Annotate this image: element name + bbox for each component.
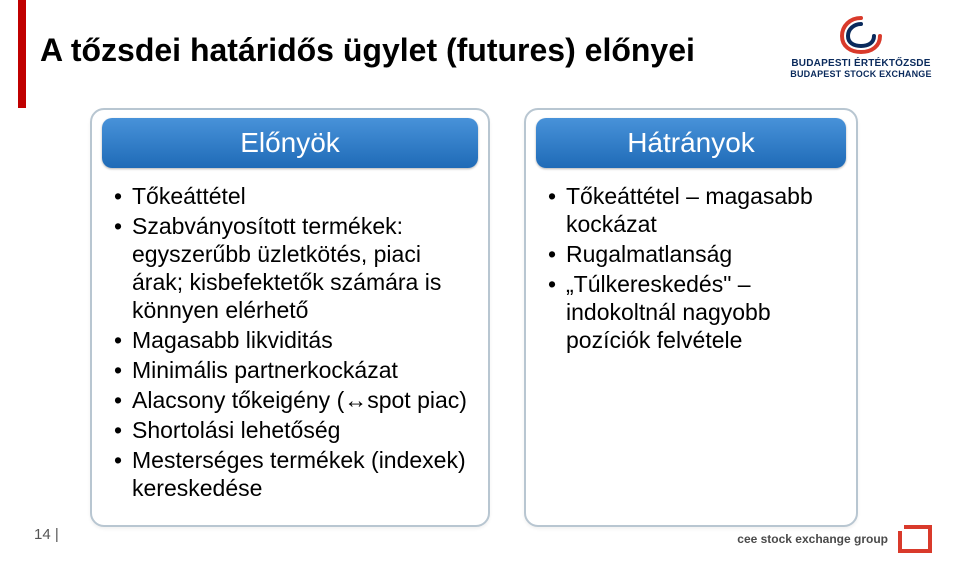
- bse-logo-line2: BUDAPEST STOCK EXCHANGE: [786, 69, 936, 79]
- cee-logo: cee stock exchange group: [737, 525, 932, 553]
- bse-logo: BUDAPESTI ÉRTÉKTŐZSDE BUDAPEST STOCK EXC…: [786, 14, 936, 79]
- list-item: Szabványosított termékek: egyszerűbb üzl…: [112, 212, 472, 324]
- accent-bar: [18, 0, 26, 108]
- slide: A tőzsdei határidős ügylet (futures) elő…: [0, 0, 960, 573]
- list-item: „Túlkereskedés" – indokoltnál nagyobb po…: [546, 270, 840, 354]
- advantages-body: Tőkeáttétel Szabványosított termékek: eg…: [92, 110, 488, 525]
- list-item: Mesterséges termékek (indexek) kereskedé…: [112, 446, 472, 502]
- advantages-list: Tőkeáttétel Szabványosított termékek: eg…: [112, 182, 472, 503]
- list-item: Shortolási lehetőség: [112, 416, 472, 444]
- cee-logo-text: cee stock exchange group: [737, 532, 888, 546]
- page-number: 14 |: [34, 526, 59, 543]
- advantages-panel: Előnyök Tőkeáttétel Szabványosított term…: [90, 108, 490, 527]
- list-item: Rugalmatlanság: [546, 240, 840, 268]
- list-item: Minimális partnerkockázat: [112, 356, 472, 384]
- panels-row: Előnyök Tőkeáttétel Szabványosított term…: [90, 108, 858, 527]
- list-item: Magasabb likviditás: [112, 326, 472, 354]
- disadvantages-header: Hátrányok: [536, 118, 846, 168]
- disadvantages-list: Tőkeáttétel – magasabb kockázat Rugalmat…: [546, 182, 840, 354]
- list-item: Tőkeáttétel – magasabb kockázat: [546, 182, 840, 238]
- cee-logo-icon: [898, 525, 932, 553]
- bse-logo-icon: [836, 14, 886, 54]
- disadvantages-panel: Hátrányok Tőkeáttétel – magasabb kockáza…: [524, 108, 858, 527]
- list-item: Alacsony tőkeigény (↔spot piac): [112, 386, 472, 414]
- list-item: Tőkeáttétel: [112, 182, 472, 210]
- slide-title: A tőzsdei határidős ügylet (futures) elő…: [40, 32, 695, 69]
- advantages-header: Előnyök: [102, 118, 478, 168]
- bse-logo-line1: BUDAPESTI ÉRTÉKTŐZSDE: [786, 58, 936, 69]
